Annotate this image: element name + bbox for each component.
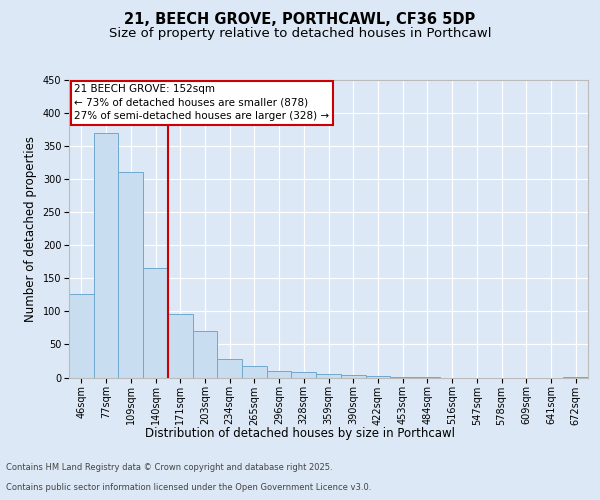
Text: 21, BEECH GROVE, PORTHCAWL, CF36 5DP: 21, BEECH GROVE, PORTHCAWL, CF36 5DP — [124, 12, 476, 28]
Text: 21 BEECH GROVE: 152sqm
← 73% of detached houses are smaller (878)
27% of semi-de: 21 BEECH GROVE: 152sqm ← 73% of detached… — [74, 84, 329, 121]
Bar — [390, 377, 415, 378]
Bar — [341, 375, 365, 378]
Bar — [292, 372, 316, 378]
Bar — [94, 133, 118, 378]
Text: Size of property relative to detached houses in Porthcawl: Size of property relative to detached ho… — [109, 28, 491, 40]
Bar — [365, 376, 390, 378]
Bar — [118, 172, 143, 378]
Bar — [143, 268, 168, 378]
Text: Contains HM Land Registry data © Crown copyright and database right 2025.: Contains HM Land Registry data © Crown c… — [6, 464, 332, 472]
Bar — [69, 294, 94, 378]
Text: Contains public sector information licensed under the Open Government Licence v3: Contains public sector information licen… — [6, 484, 371, 492]
Text: Distribution of detached houses by size in Porthcawl: Distribution of detached houses by size … — [145, 428, 455, 440]
Y-axis label: Number of detached properties: Number of detached properties — [24, 136, 37, 322]
Bar — [316, 374, 341, 378]
Bar — [168, 314, 193, 378]
Bar — [415, 377, 440, 378]
Bar — [242, 366, 267, 378]
Bar — [193, 331, 217, 378]
Bar — [217, 359, 242, 378]
Bar — [267, 371, 292, 378]
Bar — [563, 377, 588, 378]
